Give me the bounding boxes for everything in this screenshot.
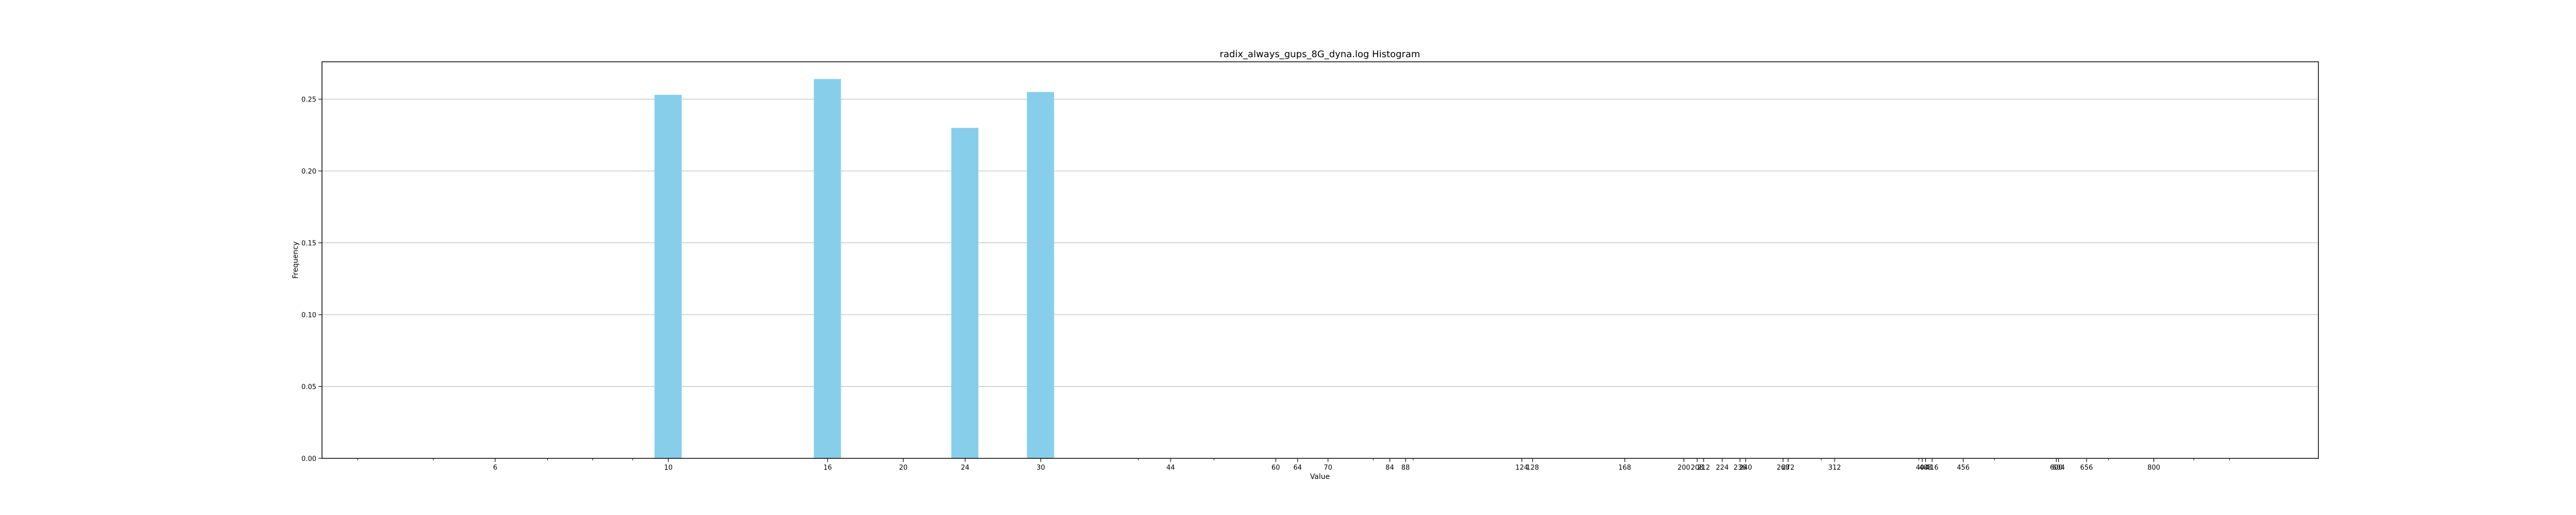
x-tick-label: 240 (1739, 464, 1752, 472)
x-tick-label: 224 (1716, 464, 1729, 472)
bar-24 (951, 128, 979, 459)
x-tick-label: 456 (1957, 464, 1970, 472)
x-tick-label: 268 (1777, 464, 1790, 472)
y-tick-label: 0.10 (301, 312, 316, 319)
x-tick-label: 200 (1677, 464, 1690, 472)
x-tick-label: 604 (2052, 464, 2065, 472)
x-tick-label: 800 (2147, 464, 2160, 472)
bar-16 (814, 79, 841, 458)
bar-30 (1027, 92, 1054, 458)
chart-title: radix_always_gups_8G_dyna.log Histogram (1219, 49, 1420, 60)
x-tick-label: 84 (1385, 464, 1394, 472)
x-tick-label: 404 (1916, 464, 1929, 472)
x-tick-label: 30 (1037, 464, 1045, 472)
y-tick-label: 0.00 (301, 455, 316, 463)
plot-frame (321, 61, 2319, 459)
x-tick-label: 44 (1166, 464, 1175, 472)
x-tick-label: 236 (1734, 464, 1747, 472)
y-tick-label: 0.20 (301, 168, 316, 176)
x-axis-label: Value (1310, 473, 1330, 481)
y-axis-ticks: 0.00 0.05 0.10 0.15 0.20 0.25 (301, 96, 322, 463)
x-tick-label: 20 (899, 464, 908, 472)
y-tick-label: 0.15 (301, 240, 316, 248)
x-tick-label: 16 (823, 464, 832, 472)
x-tick-label: 656 (2080, 464, 2093, 472)
x-tick-label: 24 (961, 464, 970, 472)
x-tick-label: 272 (1782, 464, 1794, 472)
y-axis-label: Frequency (292, 242, 300, 279)
x-tick-label: 64 (1293, 464, 1302, 472)
x-tick-label: 168 (1618, 464, 1631, 472)
x-tick-label: 312 (1828, 464, 1841, 472)
x-tick-label: 128 (1526, 464, 1539, 472)
y-tick-label: 0.25 (301, 96, 316, 104)
x-tick-label: 88 (1401, 464, 1410, 472)
x-tick-label: 10 (664, 464, 673, 472)
x-tick-label: 208 (1691, 464, 1704, 472)
x-tick-label: 408 (1919, 464, 1932, 472)
bar-10 (654, 95, 682, 458)
y-tick-label: 0.05 (301, 384, 316, 391)
x-tick-label: 6 (493, 464, 497, 472)
x-tick-label: 124 (1515, 464, 1528, 472)
x-tick-label: 60 (1272, 464, 1280, 472)
bars (654, 79, 1054, 459)
x-tick-label: 600 (2050, 464, 2063, 472)
x-tick-label: 70 (1324, 464, 1332, 472)
x-tick-label: 212 (1697, 464, 1710, 472)
x-tick-label: 416 (1926, 464, 1939, 472)
